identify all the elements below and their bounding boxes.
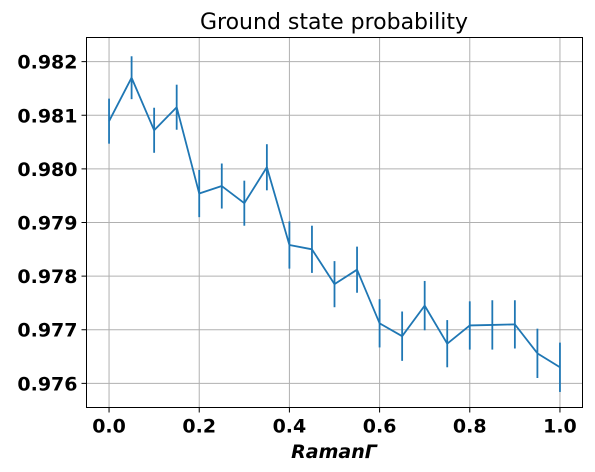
axis-ticks: 0.0 0.2 0.4 0.6 0.8 1.0 0.976 0.977 0.978 0.979 0.… [17, 52, 576, 438]
y-tick-label: 0.978 [17, 266, 77, 288]
x-tick-label: 0.2 [182, 416, 216, 438]
y-tick-label: 0.977 [17, 320, 77, 342]
x-tick-label: 0.0 [92, 416, 126, 438]
chart-title: Ground state probability [200, 10, 468, 35]
y-tick-label: 0.981 [17, 105, 77, 127]
x-tick-label: 0.8 [453, 416, 487, 438]
y-tick-label: 0.976 [17, 373, 77, 395]
y-tick-label: 0.982 [17, 52, 77, 74]
x-tick-label: 0.6 [363, 416, 397, 438]
x-tick-label: 1.0 [543, 416, 577, 438]
x-axis-label: RamanΓ [291, 441, 378, 463]
data-series [108, 56, 561, 392]
y-tick-label: 0.980 [17, 159, 77, 181]
plot-frame [86, 37, 583, 408]
y-tick-label: 0.979 [17, 213, 77, 235]
x-tick-label: 0.4 [273, 416, 307, 438]
